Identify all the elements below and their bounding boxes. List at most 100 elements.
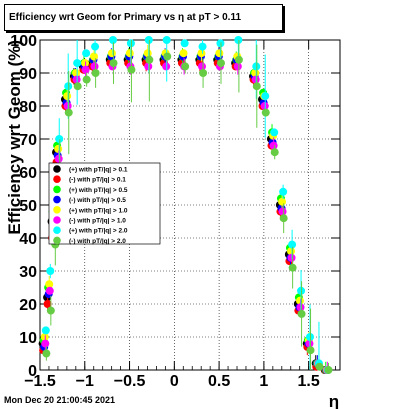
x-tick-label: −1 [76, 373, 94, 390]
y-tick-label: 70 [19, 132, 37, 149]
data-point [197, 49, 206, 58]
data-point [82, 49, 91, 58]
legend-entry: (-) with pT/|q| > 2.0 [69, 238, 126, 245]
legend-marker [53, 206, 61, 214]
data-point [252, 82, 261, 91]
legend-marker [53, 236, 61, 245]
data-point [46, 267, 55, 275]
data-point [162, 36, 171, 44]
legend-entry: (-) with pT/|q| > 0.1 [69, 177, 126, 184]
legend-entry: (+) with pT/|q| > 0.1 [69, 167, 128, 174]
data-point [55, 135, 64, 143]
data-point [305, 339, 314, 348]
data-point [63, 92, 72, 101]
data-point [40, 333, 49, 341]
data-point [63, 102, 72, 110]
data-point [269, 141, 278, 150]
y-tick-label: 80 [19, 99, 37, 116]
data-point [252, 62, 261, 71]
data-point [41, 339, 50, 348]
data-point [198, 62, 206, 71]
data-point [198, 42, 207, 51]
data-point [45, 280, 54, 289]
legend-entry: (+) with pT/|q| > 0.5 [69, 187, 128, 194]
data-point [260, 102, 269, 110]
data-point [90, 52, 98, 61]
y-tick-label: 10 [19, 330, 37, 347]
data-point [125, 49, 134, 58]
data-point [270, 148, 279, 157]
data-point [315, 362, 324, 371]
x-tick-label: 0 [170, 373, 179, 390]
data-point [288, 240, 297, 249]
data-point [73, 82, 82, 91]
data-point [126, 39, 135, 48]
data-point [324, 366, 333, 374]
data-point [91, 42, 100, 51]
data-point [270, 128, 279, 137]
data-point [43, 300, 52, 308]
y-tick-label: 40 [19, 231, 37, 248]
legend-marker [53, 195, 61, 204]
data-point [162, 62, 171, 71]
plot-title: Efficiency wrt Geom for Primary vs η at … [4, 4, 283, 31]
data-point [216, 39, 225, 48]
legend-marker [53, 226, 61, 234]
data-point [42, 349, 51, 358]
y-tick-label: 50 [19, 198, 37, 215]
data-point [181, 62, 190, 71]
legend-marker [53, 185, 61, 194]
y-tick-label: 100 [10, 33, 37, 50]
legend-marker [53, 165, 61, 173]
data-point [81, 65, 90, 74]
legend-entry: (+) with pT/|q| > 1.0 [69, 207, 128, 214]
data-point [261, 108, 270, 117]
y-axis-title: Efficiency wrt Geom (%) [5, 40, 24, 235]
data-point [64, 82, 73, 91]
data-point [233, 62, 242, 71]
data-point [81, 59, 90, 68]
y-tick-label: 60 [19, 165, 37, 182]
y-tick-label: 20 [19, 297, 37, 314]
x-tick-label: 1.5 [298, 373, 320, 390]
data-point [278, 207, 287, 216]
x-tick-label: 1 [259, 373, 268, 390]
data-point [145, 55, 154, 64]
y-tick-label: 0 [28, 363, 37, 380]
data-point [251, 75, 260, 84]
legend-marker [53, 175, 61, 183]
data-point [279, 187, 288, 196]
data-point [144, 36, 153, 44]
data-point [41, 326, 50, 335]
data-point [163, 52, 172, 61]
data-point [82, 75, 91, 84]
legend-marker [53, 216, 61, 224]
data-point [109, 59, 118, 68]
data-point [72, 69, 81, 77]
data-point [91, 69, 100, 77]
data-point [54, 144, 63, 153]
data-point [287, 253, 296, 262]
legend-entry: (+) with pT/|q| > 2.0 [69, 228, 128, 235]
legend-entry: (-) with pT/|q| > 0.5 [69, 197, 126, 204]
data-point [46, 306, 55, 315]
legend-box [48, 162, 161, 245]
data-point [199, 69, 208, 77]
data-point [216, 59, 225, 68]
data-point [90, 62, 99, 71]
data-point [54, 154, 63, 163]
data-point [180, 39, 189, 48]
data-point [297, 286, 306, 295]
data-point [278, 197, 287, 206]
footer-date: Mon Dec 20 21:00:45 2021 [4, 395, 116, 405]
data-point [234, 55, 243, 64]
data-point [234, 36, 243, 44]
x-tick-label: −1.5 [24, 373, 56, 390]
data-point [215, 49, 224, 58]
data-point [144, 62, 153, 71]
data-point [288, 263, 297, 272]
data-point [261, 92, 270, 101]
data-point [64, 108, 73, 117]
